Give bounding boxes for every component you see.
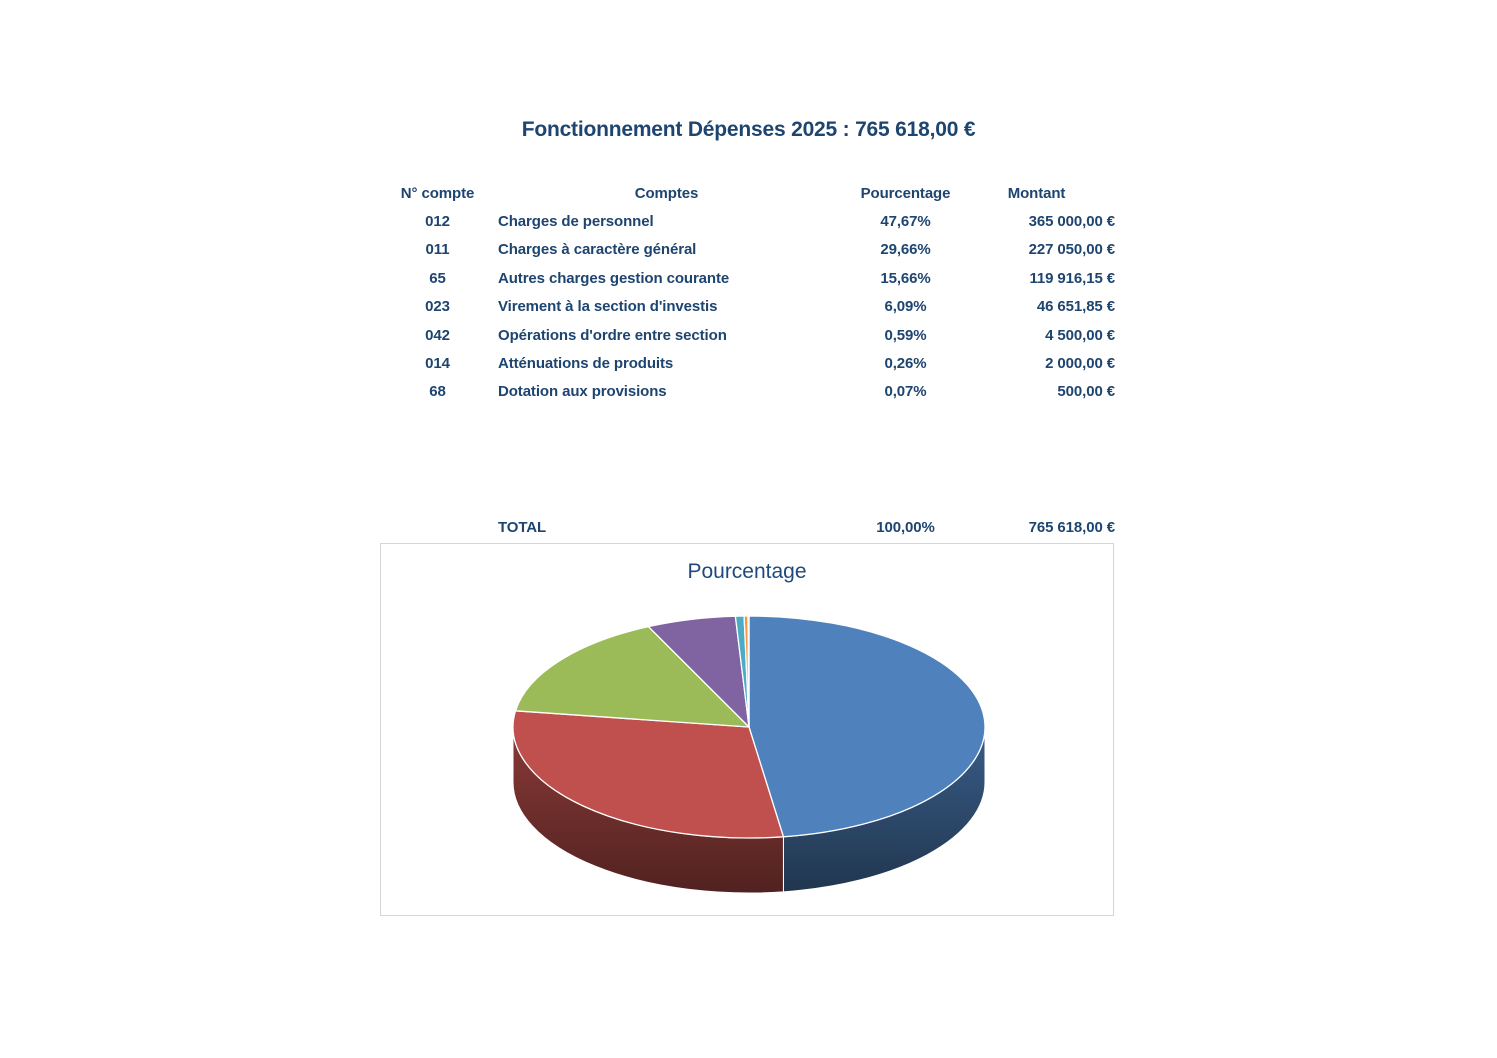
- total-label: TOTAL: [498, 518, 547, 536]
- cell-label: Opérations d'ordre entre section: [498, 326, 727, 344]
- table-row: 023 Virement à la section d'investis 6,09%…: [395, 293, 1115, 321]
- cell-pct: 29,66%: [880, 241, 931, 259]
- table-row: 012 Charges de personnel 47,67% 365 000,00 …: [395, 207, 1115, 235]
- pie-slice: [512, 710, 785, 839]
- header-pourcentage: Pourcentage: [860, 184, 951, 202]
- cell-pct: 47,67%: [880, 213, 931, 231]
- total-montant: 765 618,00 €: [1028, 518, 1115, 536]
- cell-compte: 68: [429, 383, 446, 401]
- total-pct: 100,00%: [876, 518, 935, 536]
- table-row: 011 Charges à caractère général 29,66% 227 …: [395, 236, 1116, 264]
- table-header-row: N° compte Comptes Pourcentage Montant: [395, 179, 1115, 207]
- header-comptes: Comptes: [634, 184, 699, 202]
- pie-slice: [747, 615, 750, 728]
- cell-pct: 0,07%: [884, 383, 927, 401]
- cell-label: Charges à caractère général: [498, 241, 697, 259]
- cell-compte: 042: [425, 326, 450, 344]
- cell-compte: 011: [425, 241, 450, 259]
- pie-chart-3d: [512, 615, 986, 894]
- page-title: Fonctionnement Dépenses 2025 : 765 618,0…: [521, 118, 976, 141]
- cell-pct: 6,09%: [884, 298, 927, 316]
- cell-compte: 023: [425, 298, 450, 316]
- cell-compte: 65: [429, 269, 446, 287]
- cell-label: Dotation aux provisions: [498, 383, 667, 401]
- cell-label: Charges de personnel: [498, 213, 654, 231]
- table-row: 014 Atténuations de produits 0,26% 2 000,00…: [395, 349, 1115, 377]
- cell-montant: 2 000,00 €: [1045, 355, 1115, 373]
- table-row: 65 Autres charges gestion courante 15,66% 1…: [395, 264, 1115, 292]
- table-row: 68 Dotation aux provisions 0,07% 500,00 €: [395, 378, 1115, 406]
- cell-montant: 119 916,15 €: [1029, 269, 1115, 287]
- cell-pct: 0,59%: [884, 326, 927, 344]
- accounts-table-body: 012 Charges de personnel 47,67% 365 000,00 …: [395, 207, 1115, 406]
- cell-pct: 15,66%: [880, 269, 931, 287]
- cell-montant: 46 651,85 €: [1036, 298, 1115, 316]
- pie-chart-area: Pourcentage: [380, 543, 1114, 916]
- pie-slice: [748, 615, 986, 838]
- total-row: TOTAL 100,00% 765 618,00 €: [395, 513, 1115, 541]
- header-montant: Montant: [1007, 184, 1066, 202]
- cell-compte: 014: [425, 355, 450, 373]
- cell-montant: 4 500,00 €: [1045, 326, 1115, 344]
- chart-title: Pourcentage: [687, 560, 807, 583]
- cell-label: Autres charges gestion courante: [498, 269, 730, 287]
- cell-label: Atténuations de produits: [498, 355, 674, 373]
- table-row: 042 Opérations d'ordre entre section 0,59%…: [395, 321, 1115, 349]
- cell-compte: 012: [425, 213, 450, 231]
- cell-montant: 227 050,00 €: [1028, 241, 1115, 259]
- cell-montant: 365 000,00 €: [1028, 213, 1115, 231]
- header-compte-number: N° compte: [400, 184, 475, 202]
- cell-montant: 500,00 €: [1057, 383, 1115, 401]
- pie-slice: [514, 625, 750, 728]
- accounts-table: N° compte Comptes Pourcentage Montant 01…: [395, 179, 1115, 406]
- cell-pct: 0,26%: [884, 355, 927, 373]
- cell-label: Virement à la section d'investis: [498, 298, 718, 316]
